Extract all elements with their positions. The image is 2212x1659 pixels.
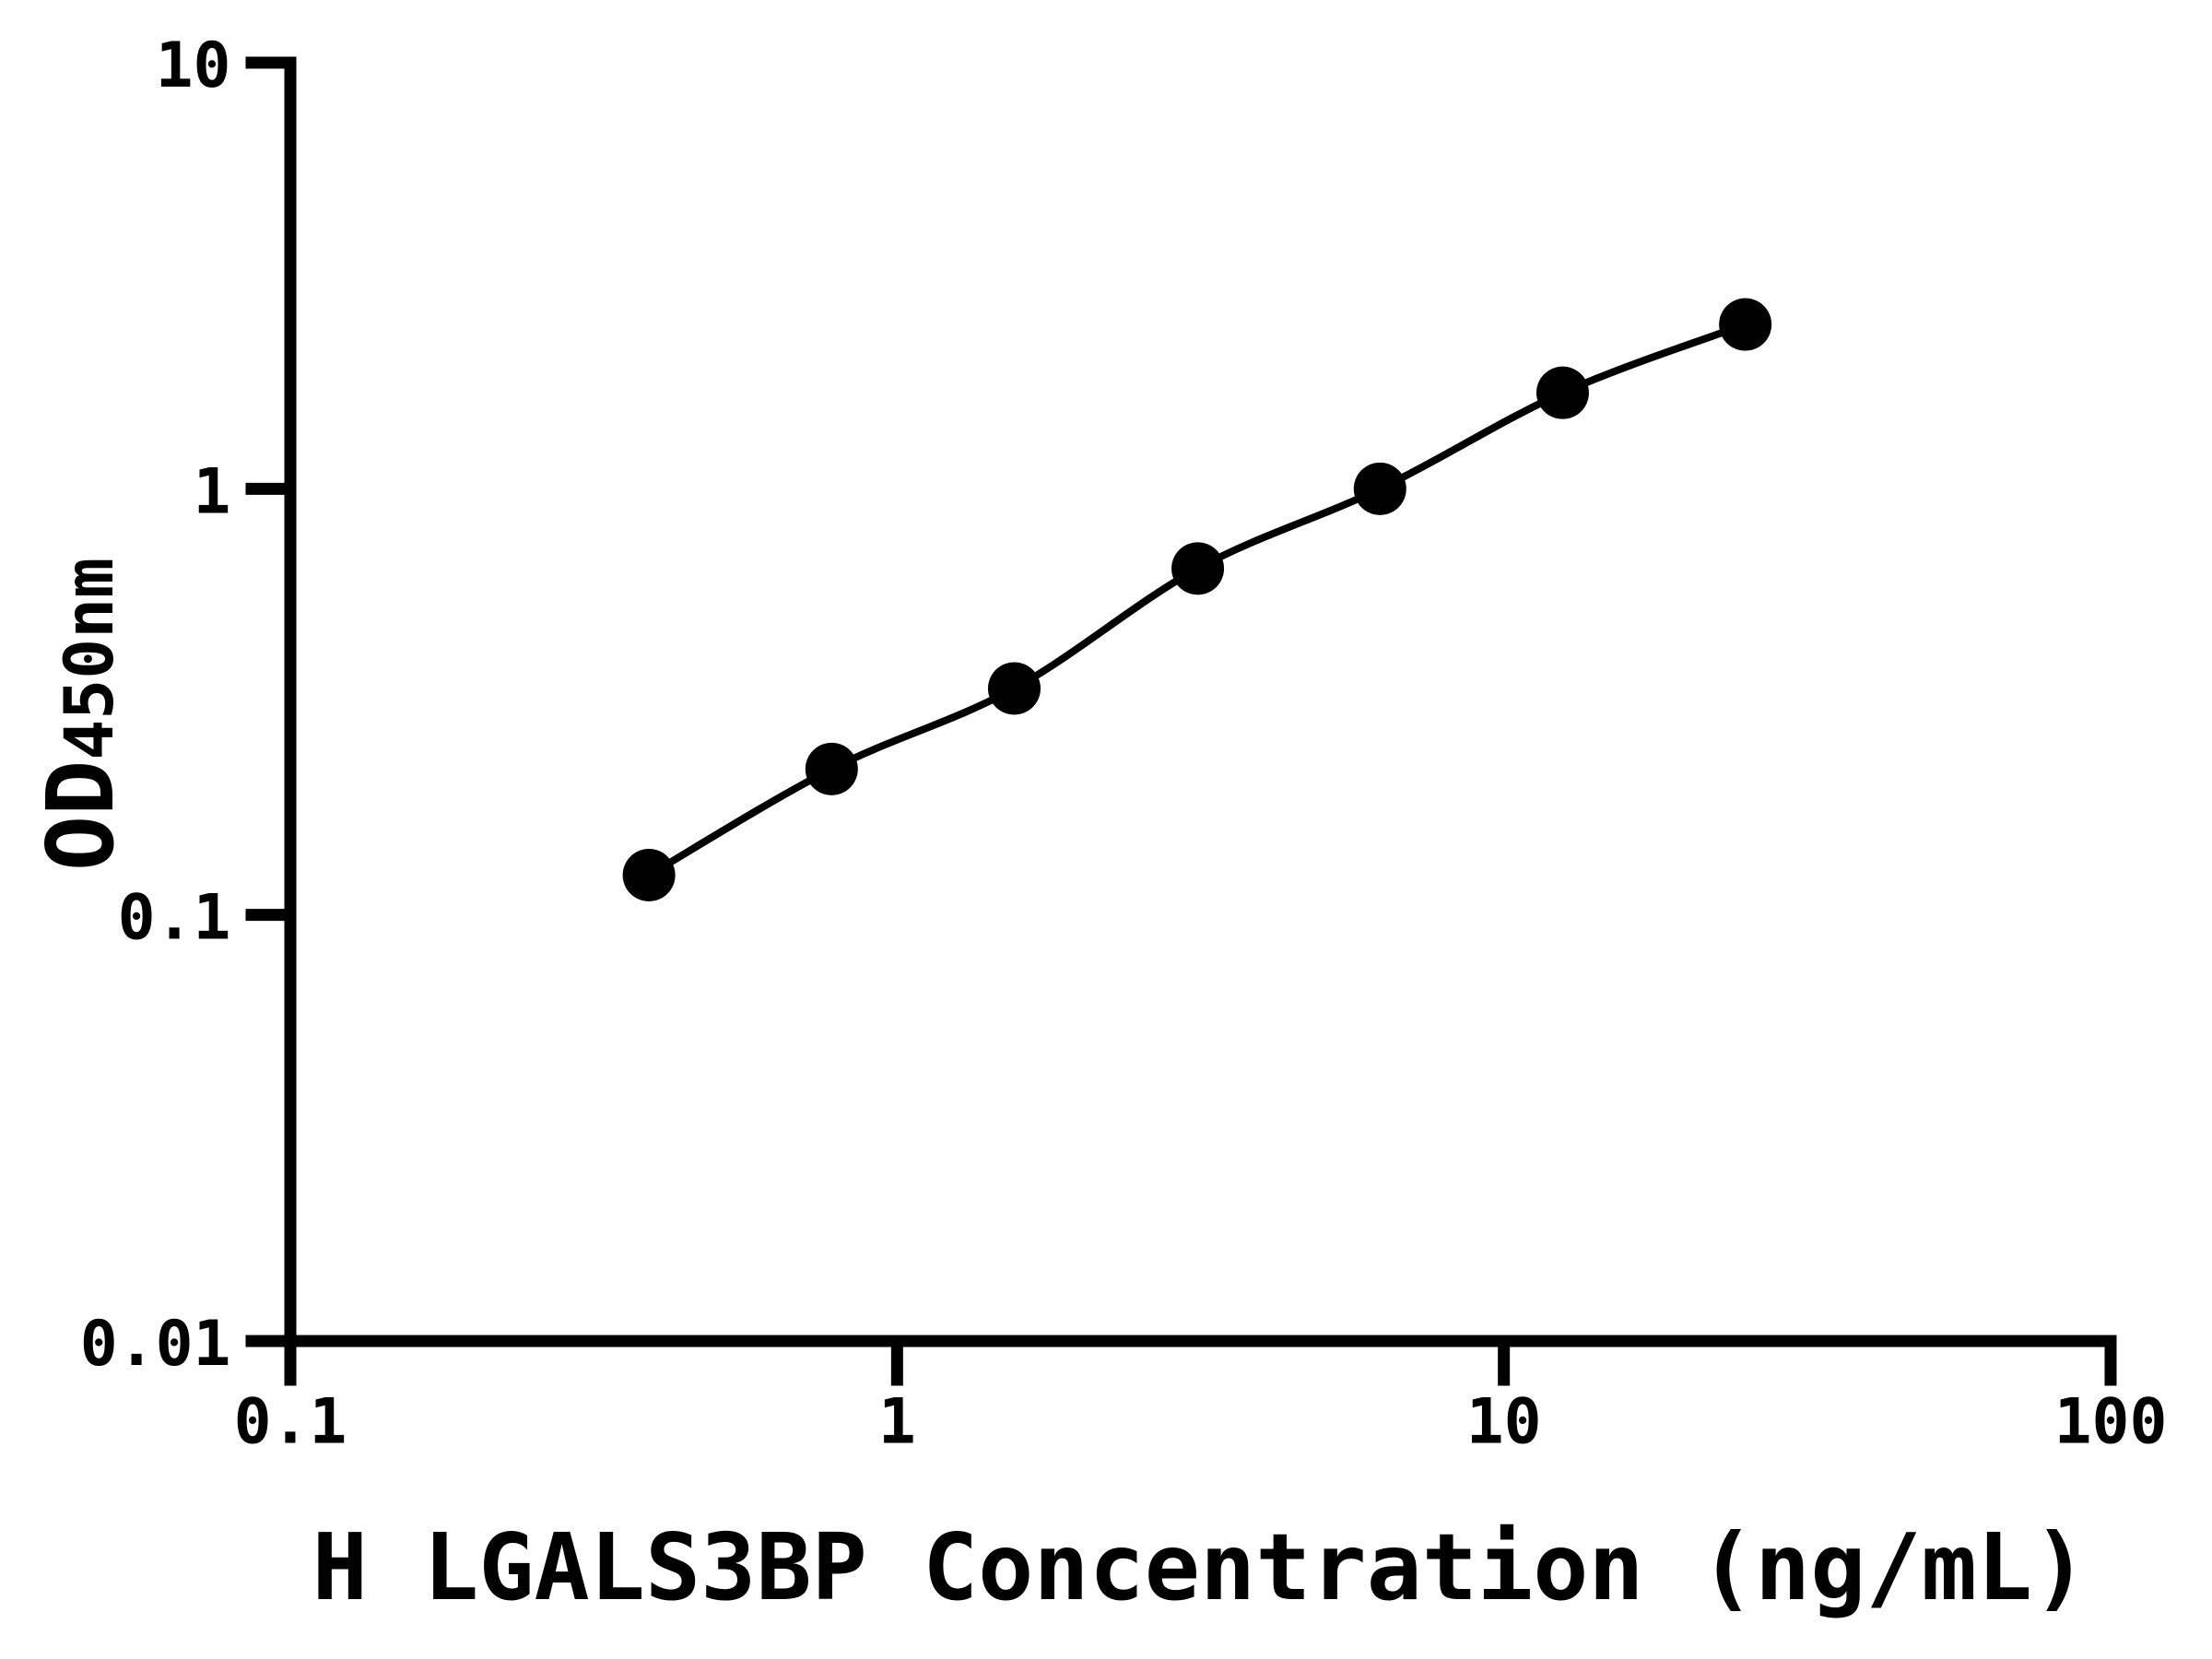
y-tick-label: 1 — [194, 455, 231, 528]
y-axis-title-main: OD — [27, 760, 135, 871]
data-point — [1535, 366, 1589, 419]
y-tick-label: 10 — [156, 29, 231, 102]
y-tick-label: 0.01 — [80, 1308, 231, 1381]
data-point — [1719, 298, 1772, 351]
data-point — [622, 848, 676, 901]
data-point — [805, 742, 858, 795]
y-axis-title: OD450nm — [27, 558, 135, 871]
x-tick-label: 1 — [878, 1386, 916, 1459]
data-point — [987, 662, 1041, 715]
x-tick-label: 100 — [2054, 1386, 2168, 1459]
x-tick-label: 0.1 — [234, 1386, 347, 1459]
y-tick-label: 0.1 — [118, 882, 231, 955]
x-axis-title: H LGALS3BP Concentration (ng/mL) — [312, 1513, 2088, 1621]
data-point — [1171, 542, 1225, 595]
data-point — [1353, 462, 1406, 515]
data-layer — [622, 298, 1772, 901]
y-axis-title-sub: 450nm — [51, 558, 129, 760]
x-tick-label: 10 — [1466, 1386, 1542, 1459]
